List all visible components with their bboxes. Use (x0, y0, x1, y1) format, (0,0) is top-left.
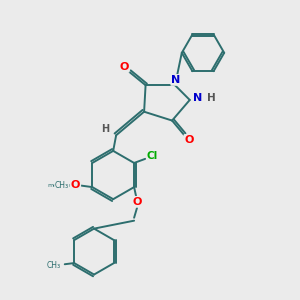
Text: N: N (171, 75, 181, 85)
Text: Cl: Cl (147, 151, 158, 161)
Text: O: O (132, 197, 142, 207)
Text: O: O (184, 135, 194, 145)
Text: N: N (194, 93, 202, 103)
Text: O: O (71, 180, 80, 190)
Text: methoxy: methoxy (48, 182, 76, 188)
Text: CH₃: CH₃ (55, 181, 69, 190)
Text: O: O (119, 62, 129, 72)
Text: H: H (207, 93, 215, 103)
Text: CH₃: CH₃ (47, 261, 61, 270)
Text: H: H (101, 124, 109, 134)
